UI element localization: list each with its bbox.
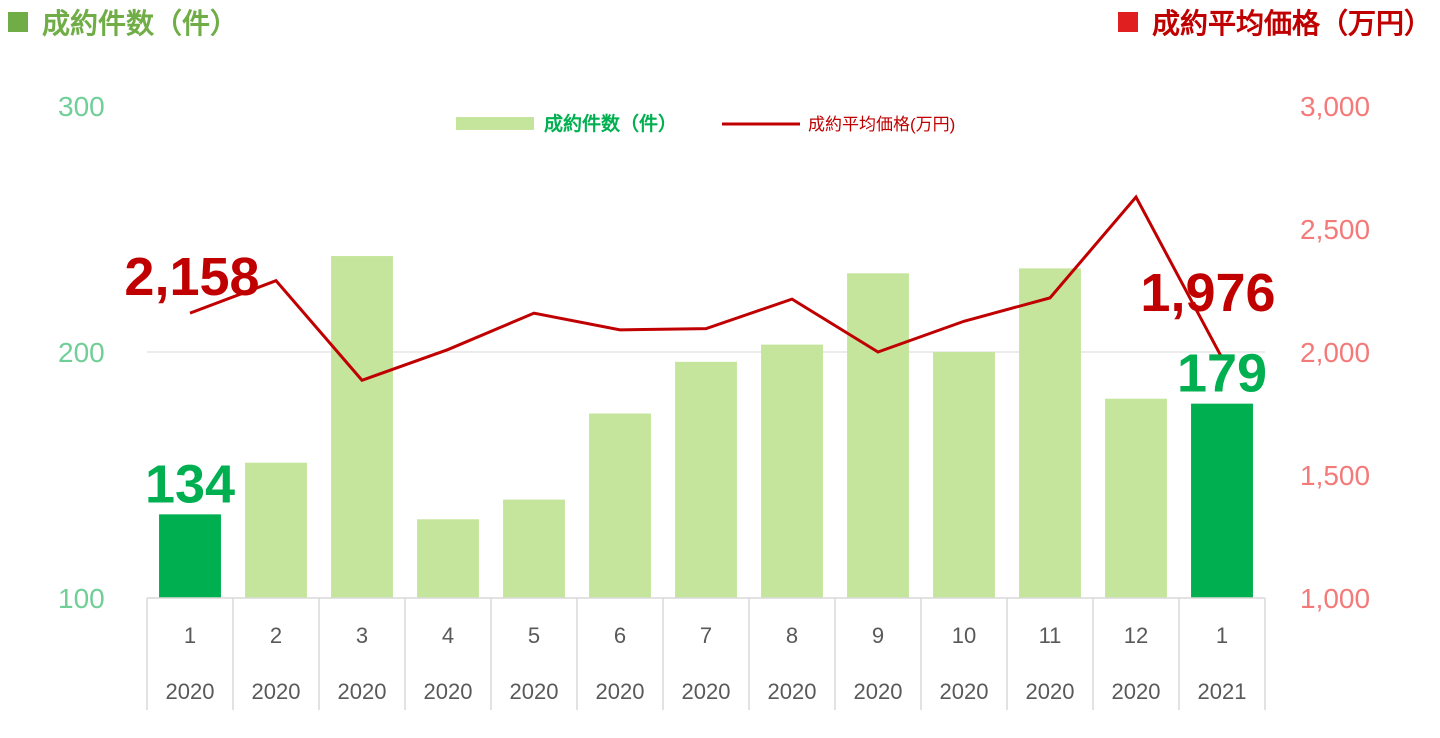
bar: [1105, 398, 1167, 598]
right-title-text: 成約平均価格（万円）: [1151, 7, 1432, 40]
right-tick-label: 2,500: [1300, 214, 1370, 245]
bar: [1191, 403, 1253, 598]
legend-bar-swatch: [456, 117, 534, 130]
bar: [761, 344, 823, 598]
legend: 成約件数（件） 成約平均価格(万円): [456, 112, 955, 135]
legend-line-label: 成約平均価格(万円): [808, 115, 955, 134]
bar: [417, 519, 479, 598]
bar: [331, 256, 393, 598]
right-tick-label: 2,000: [1300, 337, 1370, 368]
category-label: 5: [528, 623, 540, 648]
left-tick-label: 200: [58, 337, 105, 368]
bar: [933, 352, 995, 598]
year-label: 2021: [1198, 679, 1247, 704]
year-label: 2020: [166, 679, 215, 704]
left-tick-label: 100: [58, 583, 105, 614]
year-label: 2020: [1112, 679, 1161, 704]
category-label: 10: [952, 623, 976, 648]
category-label: 3: [356, 623, 368, 648]
year-label: 2020: [1026, 679, 1075, 704]
bar: [675, 361, 737, 598]
bar: [245, 462, 307, 598]
bar: [503, 499, 565, 598]
bar: [1019, 268, 1081, 598]
price-line: [189, 194, 1224, 383]
bar: [847, 273, 909, 598]
right-title-square-icon: [1117, 12, 1138, 32]
category-label: 2: [270, 623, 282, 648]
left-tick-label: 300: [58, 91, 105, 122]
right-tick-label: 1,500: [1300, 460, 1370, 491]
category-label: 1: [1216, 623, 1228, 648]
data-annotations: 134 179 2,158 1,976: [124, 247, 1275, 514]
year-label: 2020: [252, 679, 301, 704]
last-bar-label: 179: [1177, 344, 1267, 404]
bar: [589, 413, 651, 598]
left-title-square-icon: [8, 12, 28, 32]
category-label: 8: [786, 623, 798, 648]
year-label: 2020: [768, 679, 817, 704]
last-line-label: 1,976: [1140, 263, 1275, 323]
first-line-label: 2,158: [124, 247, 259, 307]
right-tick-label: 1,000: [1300, 583, 1370, 614]
legend-bar-label: 成約件数（件）: [544, 112, 677, 135]
category-axis: 1 2020 2 2020 3 2020 4 2020 5 2020 6 2020 7 2020 8 2020…: [146, 597, 1266, 710]
right-tick-label: 3,000: [1300, 91, 1370, 122]
year-label: 2020: [424, 679, 473, 704]
category-label: 7: [700, 623, 712, 648]
category-label: 6: [614, 623, 626, 648]
left-title-text: 成約件数（件）: [42, 7, 239, 40]
year-label: 2020: [682, 679, 731, 704]
right-axis-title: 成約平均価格（万円）: [1117, 2, 1432, 42]
year-label: 2020: [940, 679, 989, 704]
category-label: 4: [442, 623, 454, 648]
right-axis-ticks: 1,000 1,500 2,000 2,500 3,000: [1300, 91, 1370, 614]
left-axis-ticks: 100 200 300: [58, 91, 105, 614]
category-label: 1: [184, 623, 196, 648]
bar-series: [159, 256, 1253, 598]
category-label: 9: [872, 623, 884, 648]
first-bar-label: 134: [145, 454, 235, 514]
bar: [159, 514, 221, 598]
left-axis-title: 成約件数（件）: [8, 2, 238, 42]
year-label: 2020: [510, 679, 559, 704]
category-label: 12: [1124, 623, 1148, 648]
year-label: 2020: [338, 679, 387, 704]
year-label: 2020: [596, 679, 645, 704]
category-label: 11: [1039, 623, 1062, 648]
line-series: [189, 194, 1224, 383]
year-label: 2020: [854, 679, 903, 704]
